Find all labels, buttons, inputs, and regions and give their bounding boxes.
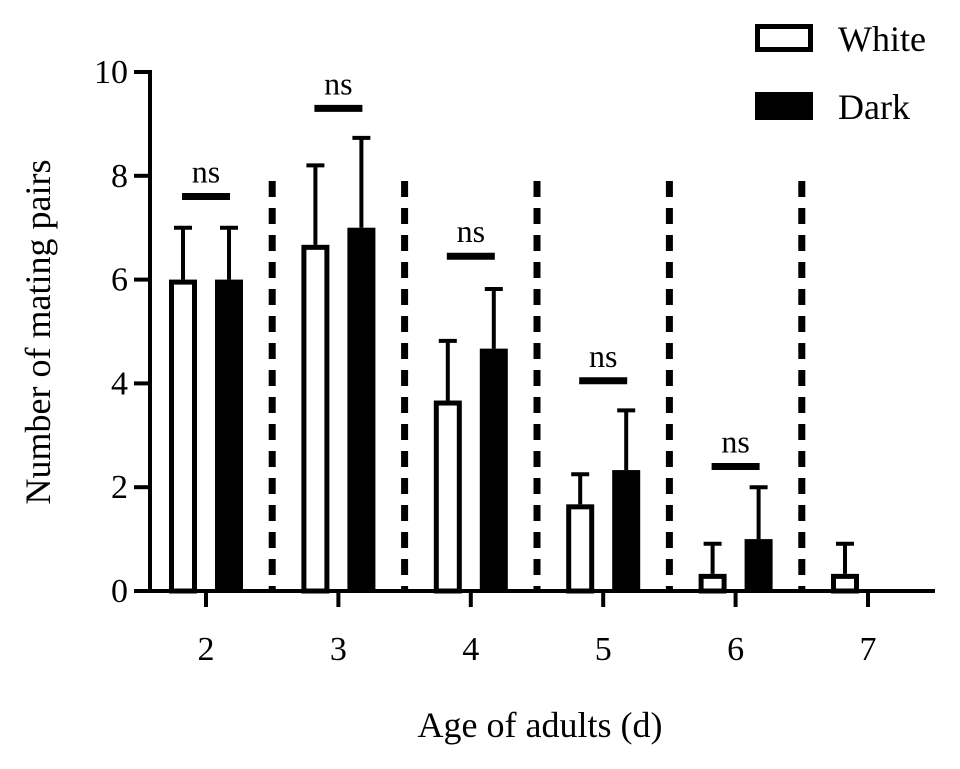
legend-label-white: White [838, 19, 926, 59]
x-tick-label: 6 [727, 631, 744, 668]
bar-dark [215, 279, 243, 591]
bar-white [433, 400, 462, 594]
bar-dark [612, 470, 641, 591]
x-tick-label: 5 [595, 631, 612, 668]
x-tick-label: 7 [860, 631, 877, 668]
significance-label: ns [192, 154, 220, 190]
axes: 0 2 4 6 8 10 2 3 4 5 6 7 [94, 54, 935, 668]
legend-label-dark: Dark [838, 87, 910, 127]
significance-label: ns [589, 338, 617, 374]
x-tick-label: 2 [198, 631, 215, 668]
bar-dark [347, 227, 376, 591]
x-axis-title: Age of adults (d) [418, 705, 663, 745]
y-tick-label: 8 [111, 158, 128, 195]
significance-label: ns [324, 65, 352, 101]
y-tick-label: 4 [111, 365, 128, 402]
x-tick-label: 4 [462, 631, 479, 668]
bar-white [831, 573, 859, 594]
significance-label: ns [457, 213, 485, 249]
group-separators [268, 181, 806, 591]
y-tick-label: 0 [111, 573, 128, 610]
y-axis-title: Number of mating pairs [18, 160, 58, 505]
legend-swatch-dark [755, 92, 813, 120]
bars [169, 227, 859, 594]
bar-white [566, 504, 595, 594]
x-tick-label: 3 [330, 631, 347, 668]
bar-white [698, 573, 727, 594]
y-tick-label: 2 [111, 469, 128, 506]
y-tick-label: 10 [94, 54, 128, 91]
significance-label: ns [721, 423, 749, 459]
error-bars [174, 135, 854, 574]
significance-annotations: ns ns ns ns ns [182, 65, 760, 470]
bar-white [301, 244, 330, 594]
legend-swatch-white [755, 24, 813, 52]
legend: White Dark [755, 19, 926, 127]
bar-white [169, 279, 197, 594]
bar-dark [479, 348, 508, 591]
bar-dark [744, 539, 773, 591]
y-tick-label: 6 [111, 262, 128, 299]
